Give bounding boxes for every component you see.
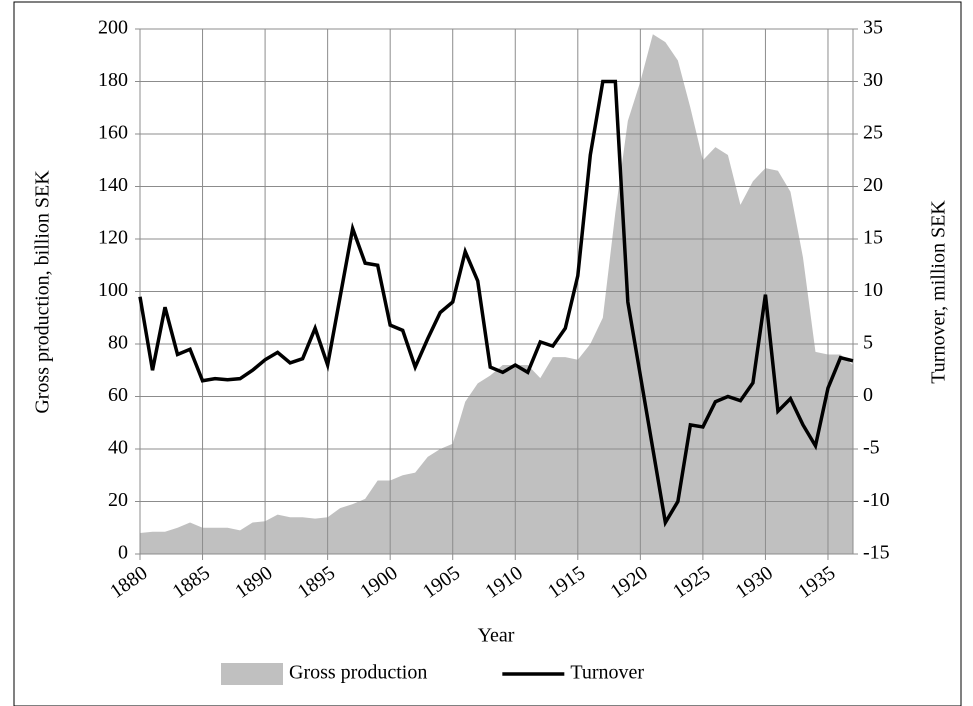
y-tick-label: 100 [98, 279, 128, 301]
y2-tick-label: 30 [863, 69, 883, 91]
line [138, 79, 854, 528]
area [140, 34, 853, 554]
y-tick-label: 40 [108, 437, 128, 459]
y-tick-label: 140 [98, 174, 128, 196]
x-tick-label: 1880 [106, 562, 151, 603]
plot-border [139, 28, 854, 555]
y2-tick-label: 10 [863, 279, 883, 301]
x-tick-label: 1935 [794, 562, 839, 603]
x-tick-label: 1885 [169, 562, 214, 603]
legend-swatch [221, 663, 283, 685]
x-tick-label: 1915 [544, 562, 589, 603]
x-tick-label: 1895 [294, 562, 339, 603]
y2-tick-label: 25 [863, 122, 883, 144]
legend-label: Gross production [289, 662, 427, 684]
x-tick-label: 1930 [732, 562, 777, 603]
y2-tick-label: -10 [863, 489, 890, 511]
y-tick-label: 60 [108, 384, 128, 406]
x-tick-label: 1920 [606, 562, 651, 603]
legend-label: Turnover [570, 662, 644, 684]
y2-tick-label: 5 [863, 332, 873, 354]
x-tick-label: 1890 [231, 562, 276, 603]
x-tick-label: 1910 [481, 562, 526, 603]
y-axis-label: Gross production, billion SEK [32, 170, 54, 414]
x-axis-label: Year [478, 625, 515, 647]
y2-tick-label: 20 [863, 174, 883, 196]
y-tick-label: 120 [98, 227, 128, 249]
y2-tick-label: -5 [863, 437, 880, 459]
y2-tick-label: -15 [863, 542, 890, 564]
y-tick-label: 180 [98, 69, 128, 91]
y2-tick-label: 0 [863, 384, 873, 406]
x-tick-label: 1925 [669, 562, 714, 603]
y-tick-label: 200 [98, 17, 128, 39]
y2-axis-label: Turnover, million SEK [928, 200, 950, 384]
y2-tick-label: 35 [863, 17, 883, 39]
y-tick-label: 80 [108, 332, 128, 354]
frame [13, 1, 962, 706]
x-tick-label: 1900 [356, 562, 401, 603]
y-tick-label: 20 [108, 489, 128, 511]
y-tick-label: 0 [118, 542, 128, 564]
x-tick-label: 1905 [419, 562, 464, 603]
y2-tick-label: 15 [863, 227, 883, 249]
y-tick-label: 160 [98, 122, 128, 144]
